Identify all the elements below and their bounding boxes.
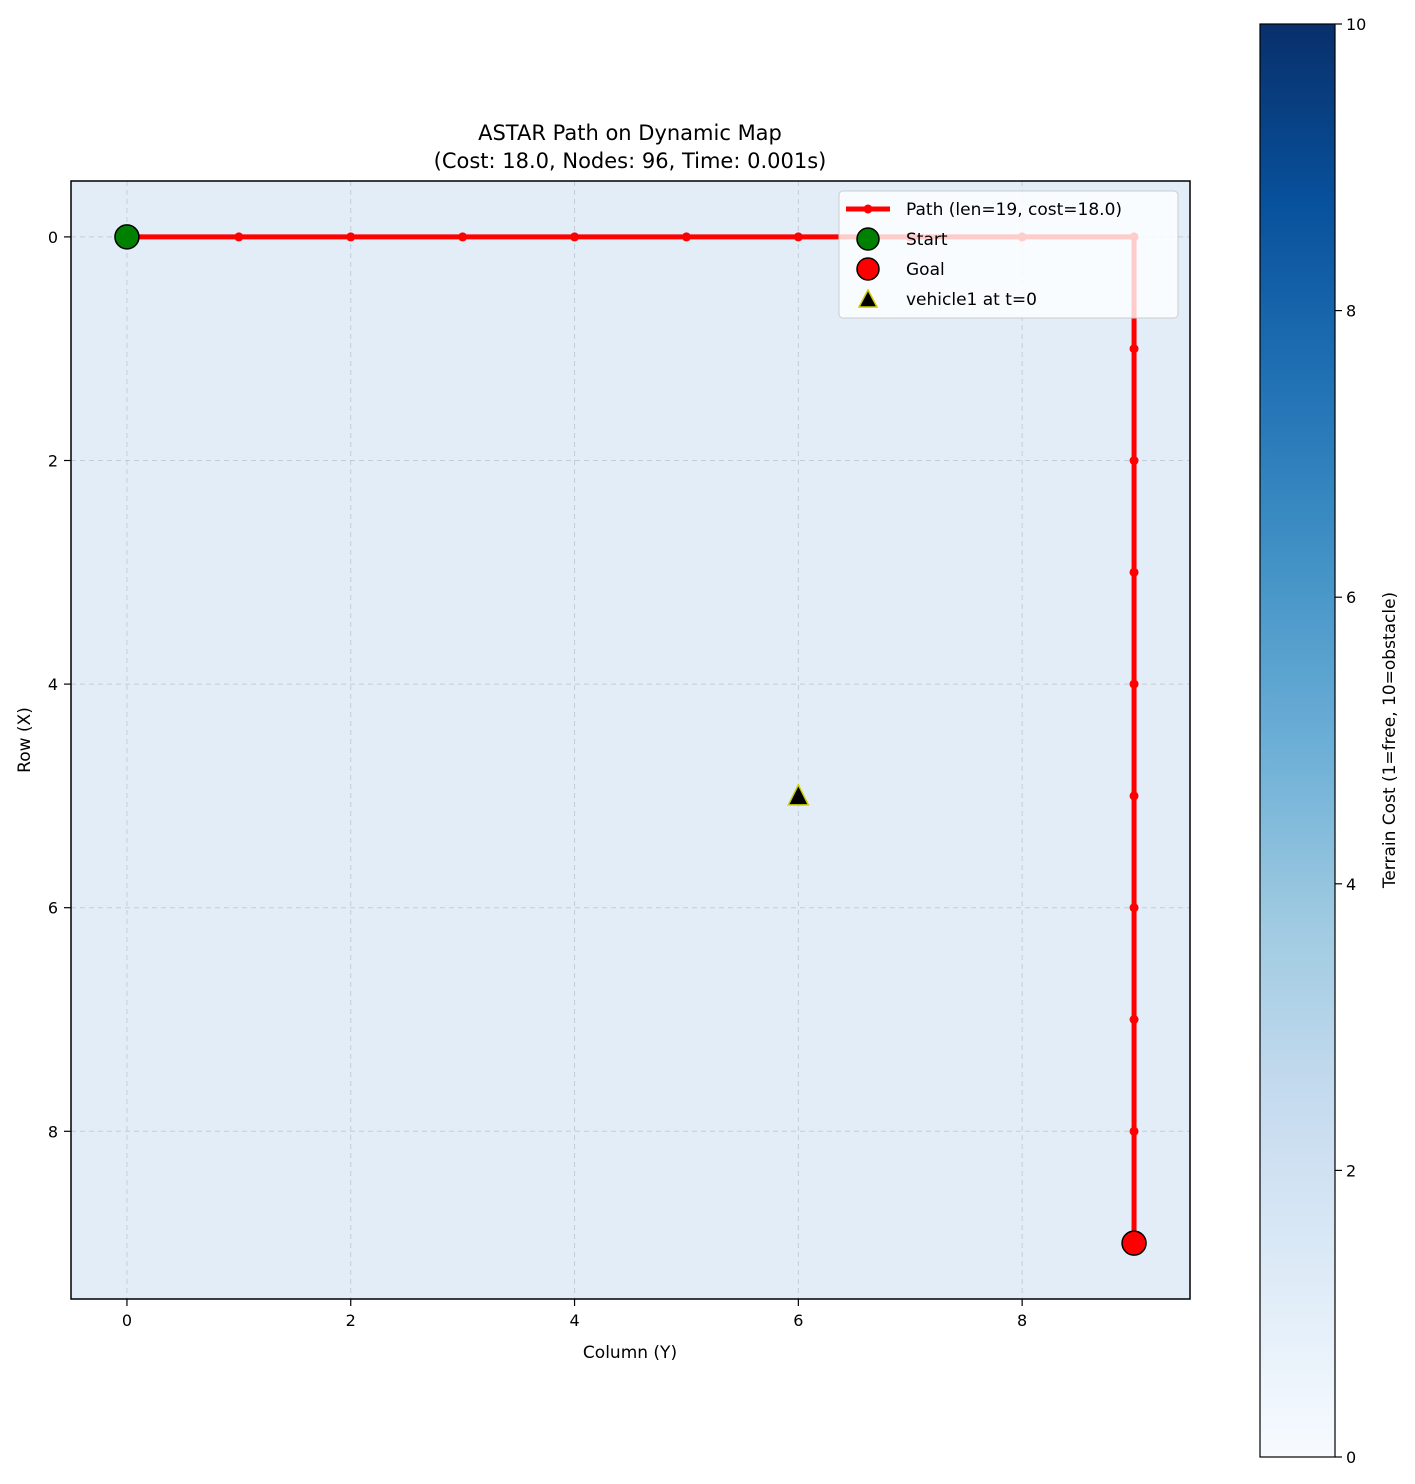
colorbar-ticks: 0 2 4 6 8 10	[1335, 15, 1366, 1467]
legend-start-marker	[856, 227, 880, 251]
legend-box	[838, 190, 1179, 319]
plot-frame	[70, 180, 1191, 1300]
chart-title-line-1: ASTAR Path on Dynamic Map	[478, 121, 782, 145]
legend-goal-label: Goal	[906, 260, 945, 280]
path-point	[1129, 567, 1139, 577]
colorbar-tick-label: 4	[1346, 875, 1356, 894]
y-ticks: 0 2 4 6 8	[48, 228, 71, 1141]
path-point	[1129, 344, 1139, 354]
colorbar-tick-label: 8	[1346, 302, 1356, 321]
y-tick-label: 4	[48, 675, 58, 694]
colorbar-tick-label: 2	[1346, 1161, 1356, 1180]
legend-start-label: Start	[906, 230, 948, 250]
path-point	[1129, 791, 1139, 801]
colorbar-tick-label: 10	[1346, 15, 1366, 34]
path-point	[346, 232, 356, 242]
path-point	[681, 232, 691, 242]
chart-title-line-2: (Cost: 18.0, Nodes: 96, Time: 0.001s)	[434, 149, 827, 173]
legend-goal-marker	[856, 257, 880, 281]
legend-vehicle-label: vehicle1 at t=0	[906, 290, 1037, 310]
path-point	[1129, 679, 1139, 689]
x-tick-label: 4	[569, 1311, 579, 1330]
y-tick-label: 0	[48, 228, 58, 247]
path-point	[1129, 1015, 1139, 1024]
legend-vehicle-marker	[857, 288, 879, 308]
path-point	[1129, 903, 1139, 913]
start-marker	[114, 224, 140, 250]
y-tick-label: 6	[48, 899, 58, 918]
legend-path-marker	[863, 204, 873, 214]
legend-path-label: Path (len=19, cost=18.0)	[906, 200, 1122, 220]
x-tick-label: 8	[1017, 1311, 1027, 1330]
colorbar-label: Terrain Cost (1=free, 10=obstacle)	[1380, 592, 1400, 889]
path-point	[1129, 1126, 1139, 1136]
colorbar	[1259, 23, 1336, 1458]
path-point	[234, 232, 244, 242]
goal-marker	[1121, 1230, 1147, 1256]
y-axis-label: Row (X)	[15, 707, 35, 773]
y-tick-label: 2	[48, 452, 58, 471]
x-tick-label: 2	[346, 1311, 356, 1330]
x-axis-label: Column (Y)	[583, 1343, 677, 1363]
x-ticks: 0 2 4 6 8	[122, 1299, 1027, 1330]
y-tick-label: 8	[48, 1122, 58, 1141]
x-tick-label: 0	[122, 1311, 132, 1330]
plot-background	[71, 181, 1190, 1299]
path-point	[570, 232, 580, 242]
path-point	[793, 232, 803, 242]
colorbar-tick-label: 0	[1346, 1448, 1356, 1467]
path-point	[1129, 456, 1139, 465]
colorbar-tick-label: 6	[1346, 588, 1356, 607]
path-point	[458, 232, 468, 242]
legend: Path (len=19, cost=18.0) Start Goal vehi…	[838, 190, 1179, 319]
marker-layer	[114, 224, 1147, 1256]
x-tick-label: 6	[793, 1311, 803, 1330]
vehicle-marker	[787, 783, 810, 806]
